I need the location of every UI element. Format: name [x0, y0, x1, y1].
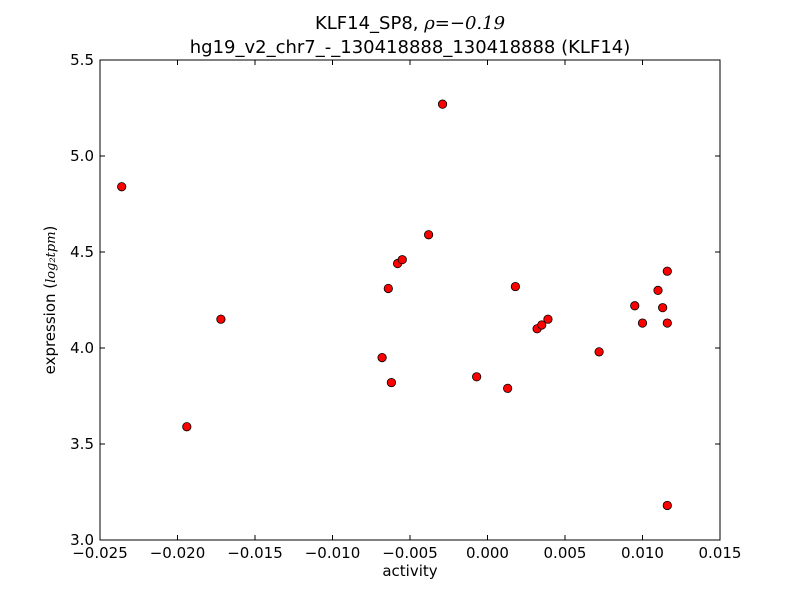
x-tick-label: −0.015	[227, 544, 283, 562]
y-axis-label: expression (log₂tpm)	[41, 226, 59, 375]
chart-subtitle: hg19_v2_chr7_-_130418888_130418888 (KLF1…	[190, 37, 631, 58]
data-point	[437, 99, 448, 109]
data-point	[117, 182, 127, 192]
chart-title: KLF14_SP8, ρ=−0.19	[315, 13, 505, 34]
data-point	[386, 377, 396, 388]
axis-ticks	[99, 59, 721, 541]
y-axis-label-unit: log₂tpm	[44, 231, 59, 282]
data-point	[630, 301, 640, 311]
data-point	[637, 318, 648, 328]
data-point	[377, 352, 387, 363]
data-point	[537, 320, 547, 330]
data-point	[182, 422, 192, 432]
x-tick-label: −0.020	[150, 544, 206, 562]
data-point	[397, 255, 407, 265]
y-tick-label: 3.0	[70, 531, 94, 549]
data-point	[543, 314, 553, 324]
y-tick-label: 3.5	[70, 435, 94, 453]
x-tick-label: 0.005	[544, 544, 587, 562]
x-tick-label: 0.015	[699, 544, 742, 562]
data-point	[510, 281, 521, 292]
data-point	[472, 372, 482, 382]
y-tick-label: 5.0	[70, 147, 94, 165]
chart-title-rho: ρ=−0.19	[423, 13, 505, 34]
data-point	[662, 266, 672, 276]
axis-tick-labels: −0.025 −0.020 −0.015 −0.010 −0.005 0.000 0.005…	[70, 51, 741, 562]
data-point	[383, 283, 393, 294]
data-point	[216, 314, 226, 324]
x-tick-label: −0.005	[382, 544, 438, 562]
chart-title-main: KLF14_SP8,	[315, 13, 424, 34]
data-point	[662, 318, 672, 328]
y-tick-label: 4.0	[70, 339, 94, 357]
x-tick-label: 0.000	[466, 544, 509, 562]
x-tick-label: −0.010	[305, 544, 361, 562]
x-axis-label: activity	[382, 562, 437, 580]
data-point	[423, 230, 434, 240]
data-point	[653, 285, 663, 295]
data-point	[594, 347, 604, 357]
y-tick-label: 4.5	[70, 243, 94, 261]
y-tick-label: 5.5	[70, 51, 94, 69]
data-point	[658, 303, 668, 313]
data-point	[503, 383, 513, 393]
data-point	[662, 500, 672, 511]
data-points	[117, 99, 672, 511]
x-tick-label: −0.025	[72, 544, 128, 562]
y-axis-label-prefix: expression (	[41, 283, 59, 375]
y-axis-label-suffix: )	[41, 226, 59, 232]
x-tick-label: 0.010	[621, 544, 664, 562]
plot-area	[99, 59, 721, 541]
